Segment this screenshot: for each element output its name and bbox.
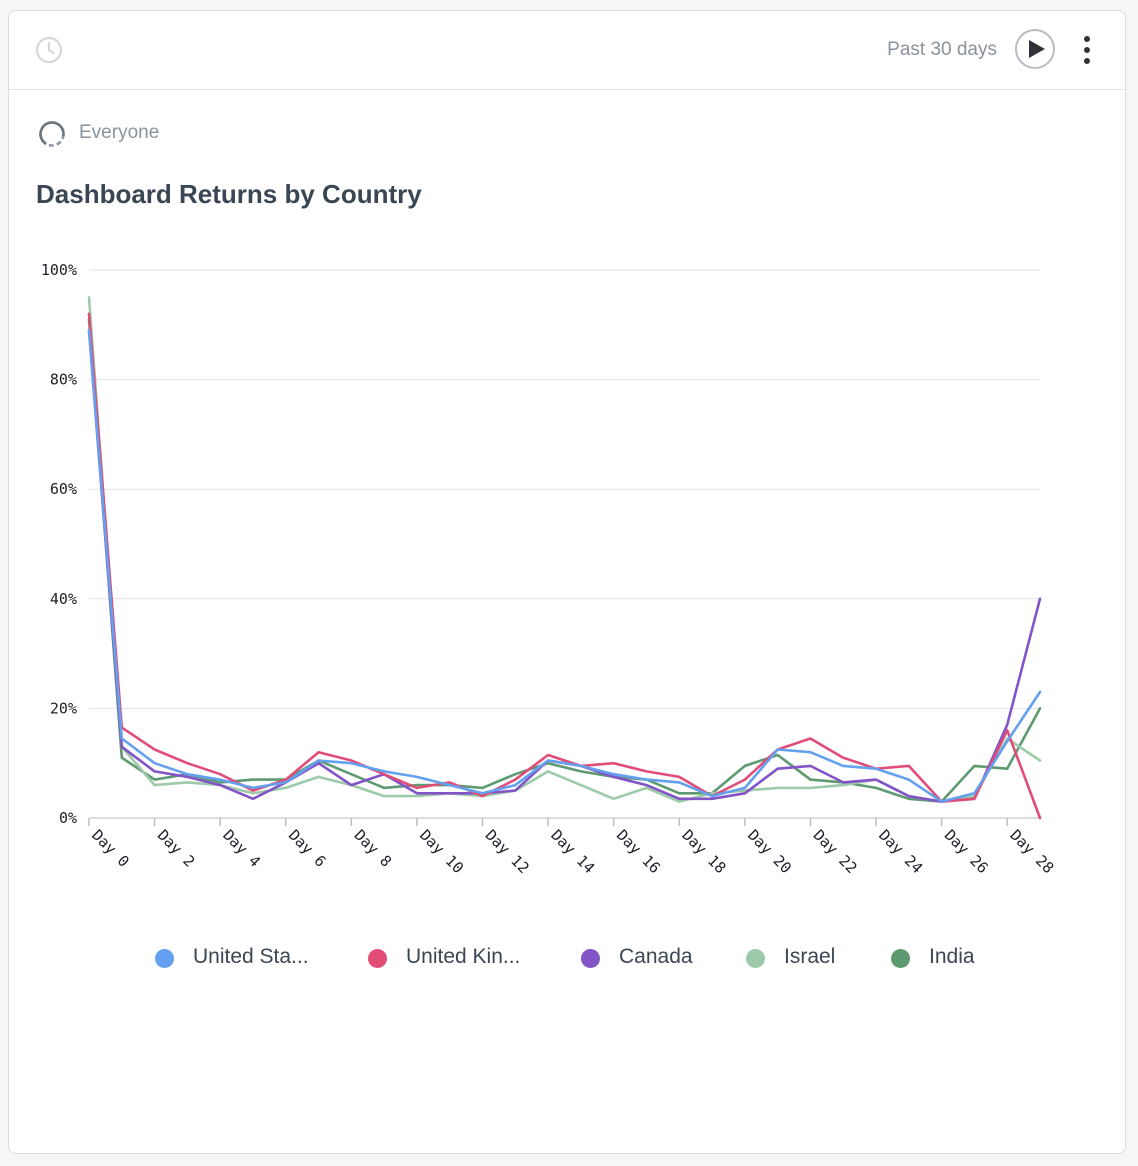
legend-label: United Sta... [193, 945, 309, 968]
x-tick-label: Day 2 [154, 826, 199, 871]
legend-label: Israel [784, 945, 836, 968]
series-line [87, 312, 1042, 820]
chart-title: Dashboard Returns by Country [36, 179, 422, 209]
y-tick-label: 60% [50, 480, 77, 498]
legend-label: India [929, 945, 975, 968]
x-tick-label: Day 6 [285, 826, 330, 871]
series-line [87, 296, 1042, 803]
legend-swatch [368, 949, 387, 968]
x-tick-label: Day 16 [613, 826, 664, 877]
more-vertical-icon[interactable] [1075, 33, 1099, 67]
y-tick-label: 80% [50, 371, 77, 389]
y-tick-label: 100% [41, 261, 77, 279]
series-line [87, 328, 1042, 803]
y-tick-label: 0% [59, 809, 77, 827]
y-tick-label: 40% [50, 590, 77, 608]
x-tick-label: Day 4 [219, 826, 264, 871]
clock-icon[interactable] [35, 36, 63, 64]
x-tick-label: Day 0 [88, 826, 133, 871]
legend-label: Canada [619, 945, 693, 968]
legend-swatch [581, 949, 600, 968]
play-button[interactable] [1015, 29, 1055, 69]
x-tick-label: Day 18 [678, 826, 729, 877]
chart-legend: United Sta... United Kin... Canada Israel In… [9, 939, 1125, 975]
series-line [87, 328, 1042, 803]
x-tick-label: Day 20 [744, 826, 795, 877]
card-header: Past 30 days [9, 11, 1125, 90]
x-tick-label: Day 14 [547, 826, 598, 877]
legend-swatch [891, 949, 910, 968]
legend-swatch [155, 949, 174, 968]
line-chart: 0% 20% 40% 60% 80% 100% Day 0 Day 2 Day 4 Day 6 Da… [41, 261, 1058, 877]
x-tick-label: Day 26 [941, 826, 992, 877]
x-tick-label: Day 12 [482, 826, 533, 877]
legend-swatch [746, 949, 765, 968]
insight-card: Past 30 days Everyone Dashboard Returns … [8, 10, 1126, 1154]
date-range-label[interactable]: Past 30 days [887, 39, 997, 60]
x-tick-label: Day 24 [875, 826, 926, 877]
y-tick-label: 20% [50, 699, 77, 717]
x-tick-label: Day 10 [416, 826, 467, 877]
x-tick-label: Day 22 [810, 826, 861, 877]
legend-label: United Kin... [406, 945, 521, 968]
segment-label: Everyone [79, 122, 160, 143]
x-tick-label: Day 8 [351, 826, 396, 871]
series-line [87, 317, 1042, 803]
play-icon [1029, 40, 1045, 58]
loading-spinner-icon [39, 121, 65, 147]
x-tick-label: Day 28 [1006, 826, 1057, 877]
